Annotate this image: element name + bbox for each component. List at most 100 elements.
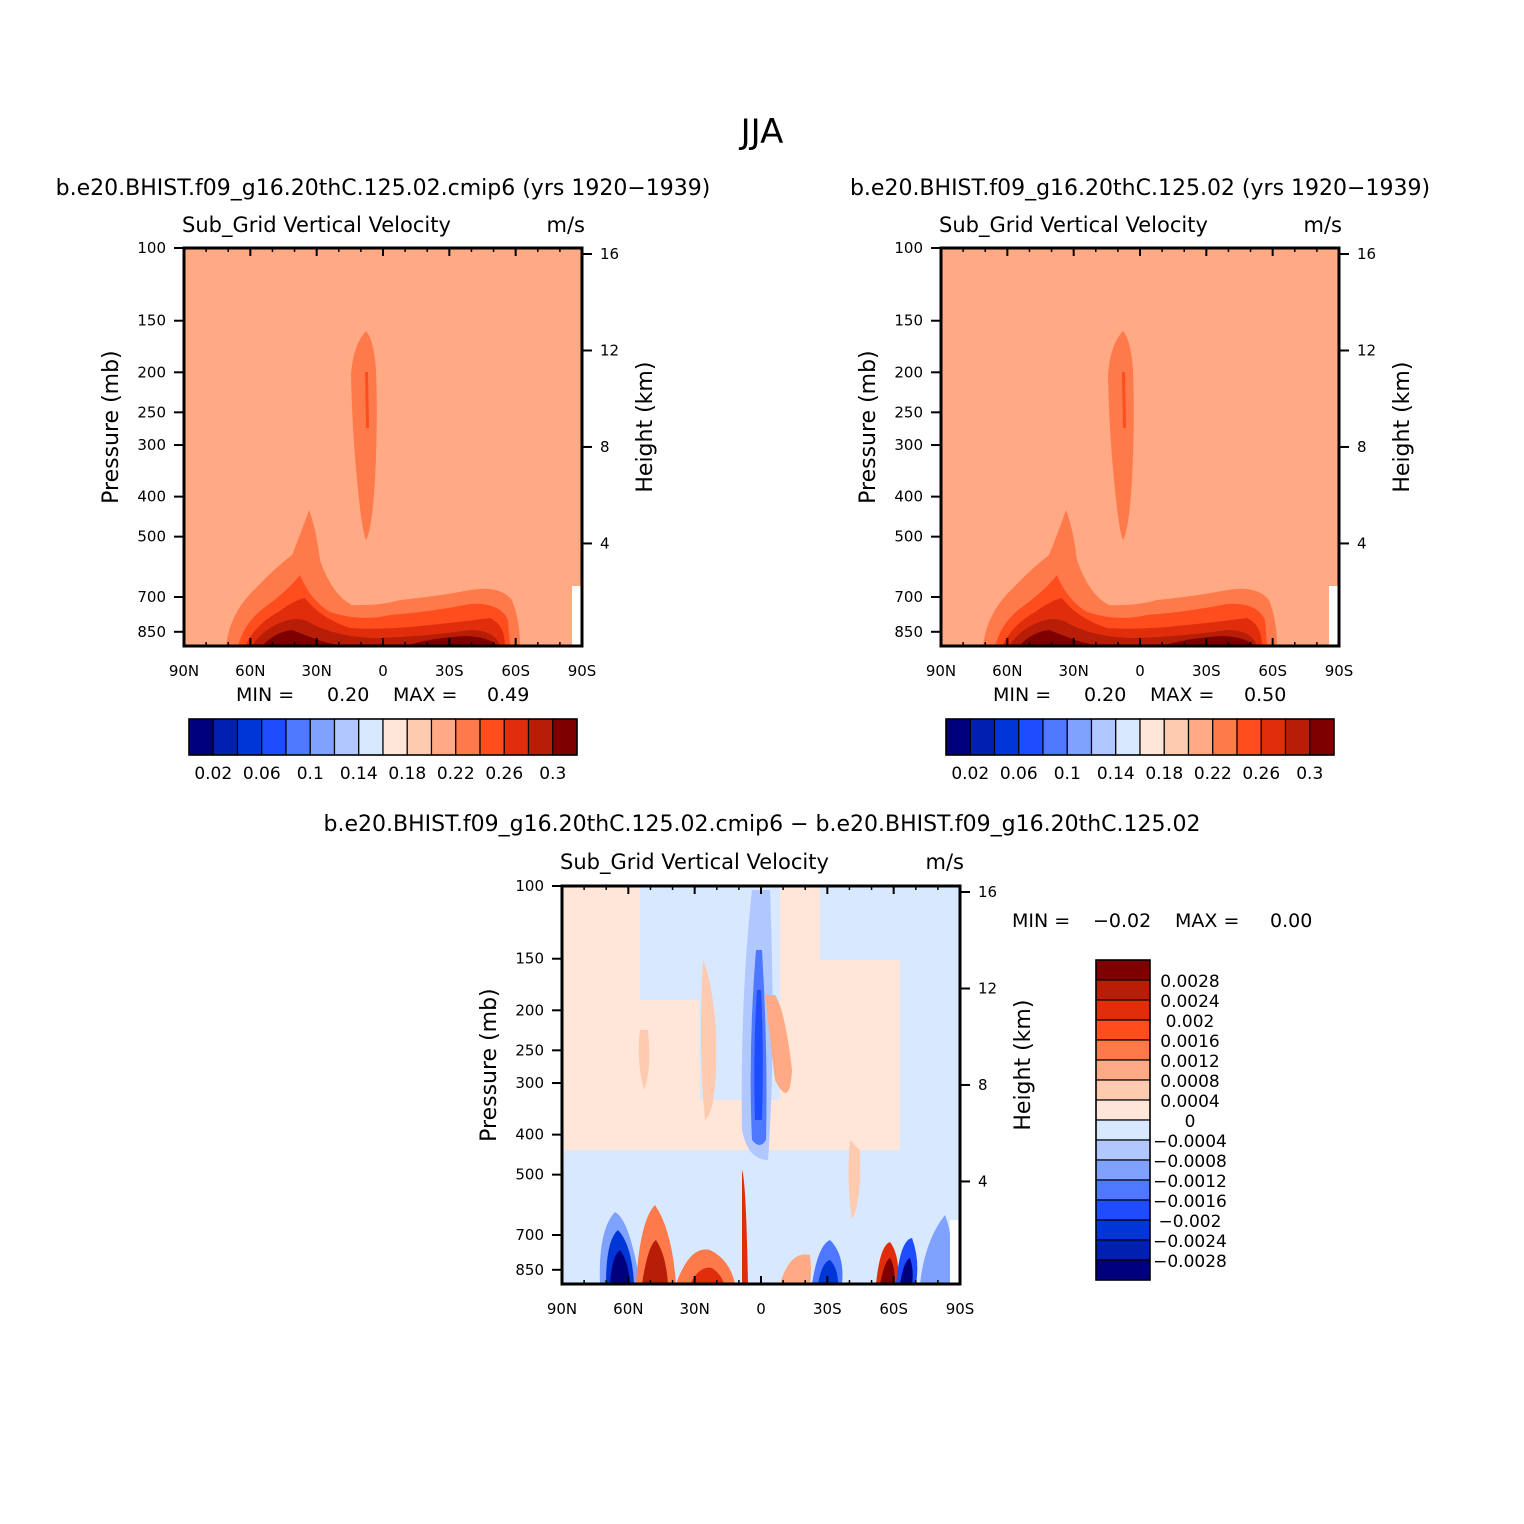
panel-right-colorbar-box <box>945 718 971 756</box>
panel-diff-pos-region <box>642 1240 668 1284</box>
panel-right-y-tick-label: 150 <box>894 312 923 330</box>
panel-right-colorbar-box <box>1187 718 1214 756</box>
panel-diff-y-right-tick-label: 12 <box>978 979 997 997</box>
panel-diff-y-tick-label: 300 <box>515 1074 544 1092</box>
panel-left-y-right-tick-label: 8 <box>600 438 610 456</box>
panel-right-y-tick-label: 400 <box>894 488 923 506</box>
panel-diff-x-tick-label: 30N <box>680 1300 710 1318</box>
panel-right-field-background <box>941 248 1339 646</box>
panel-left-colorbar-label: 0.26 <box>485 764 523 784</box>
panel-right-colorbar-box <box>1260 718 1287 756</box>
panel-right-y-tick-label: 850 <box>894 623 923 641</box>
panel-left-y-tick-label: 850 <box>137 623 166 641</box>
panel-right-colorbar-label: 0.26 <box>1242 764 1280 784</box>
panel-diff-colorbar-box <box>1095 1019 1151 1041</box>
panel-right-colorbar-box <box>1212 718 1238 756</box>
panel-left-y-tick-label: 200 <box>137 363 166 381</box>
panel-diff-colorbar-label: 0 <box>1185 1112 1196 1132</box>
panel-diff-neg-region <box>900 1258 913 1284</box>
panel-diff-y-right-tick-label: 4 <box>978 1172 988 1190</box>
panel-diff-pos-region <box>742 1170 748 1284</box>
panel-left-colorbar-box <box>188 718 214 756</box>
panel-left-y-tick-label: 700 <box>137 588 166 606</box>
panel-diff-pos-region <box>638 1030 650 1090</box>
panel-left-y-tick-label: 100 <box>137 239 166 257</box>
panel-diff-subtitle: b.e20.BHIST.f09_g16.20thC.125.02.cmip6 −… <box>324 812 1201 837</box>
panel-right-colorbar-box <box>1115 718 1141 756</box>
panel-left-colorbar-box <box>406 718 433 756</box>
panel-left-y-right-axis-title: Height (km) <box>633 362 658 493</box>
panel-right-colorbar-label: 0.02 <box>951 764 989 784</box>
panel-right-colorbar-box <box>1042 718 1068 756</box>
panel-right-x-tick-label: 90N <box>926 662 956 680</box>
panel-right-colorbar-box <box>1018 718 1044 756</box>
panel-left-min-value: 0.20 <box>327 684 369 706</box>
panel-left-colorbar-label: 0.02 <box>194 764 232 784</box>
panel-right-colorbar-box <box>1309 718 1335 756</box>
panel-diff-colorbar: 0.00280.00240.0020.00160.00120.00080.000… <box>1095 959 1227 1281</box>
panel-left-colorbar-label: 0.06 <box>243 764 281 784</box>
panel-diff-axes: 90N 60N 30N 0 30S 60S 90S 100 150 200 250 300 400 500… <box>477 877 1036 1318</box>
panel-right-units: m/s <box>1304 213 1342 237</box>
panel-right-x-tick-label: 30N <box>1059 662 1089 680</box>
panel-right-min-value: 0.20 <box>1084 684 1126 706</box>
panel-left-y-tick-label: 150 <box>137 312 166 330</box>
panel-right-colorbar-box <box>1163 718 1190 756</box>
panel-diff-y-tick-label: 200 <box>515 1001 544 1019</box>
panel-right-variable: Sub_Grid Vertical Velocity <box>939 213 1208 238</box>
panel-diff-colorbar-box <box>1095 1139 1151 1161</box>
panel-diff-y-right-axis-title: Height (km) <box>1011 1000 1036 1131</box>
panel-right-plume-core <box>1122 372 1126 428</box>
panel-left-upper-plume <box>351 331 377 540</box>
panel-right-colorbar-label: 0.18 <box>1145 764 1183 784</box>
panel-right-colorbar-box <box>1090 718 1117 756</box>
panel-left-colorbar-box <box>430 718 457 756</box>
panel-right-y-tick-label: 700 <box>894 588 923 606</box>
panel-left-colorbar-box <box>527 718 554 756</box>
panel-diff-colorbar-frame <box>1095 959 1151 1281</box>
panel-diff-field <box>562 886 960 1284</box>
panel-left-max-value: 0.49 <box>487 684 529 706</box>
panel-left-colorbar-frame <box>188 718 578 756</box>
panel-left-boundary-layer-5 <box>262 630 497 646</box>
panel-left-min-label: MIN = <box>236 684 294 706</box>
panel-left-x-tick-label: 60N <box>235 662 265 680</box>
panel-right-y-tick-label: 300 <box>894 436 923 454</box>
panel-diff-variable: Sub_Grid Vertical Velocity <box>560 850 829 875</box>
panel-diff-colorbar-box <box>1095 959 1151 981</box>
panel-diff-colorbar-label: 0.0028 <box>1160 972 1219 992</box>
panel-diff-x-tick-label: 0 <box>756 1300 766 1318</box>
panel-right-colorbar-frame <box>945 718 1335 756</box>
panel-diff-max-label: MAX = <box>1175 910 1239 932</box>
panel-diff-units: m/s <box>926 850 964 874</box>
panel-diff-pos-region <box>690 1267 724 1284</box>
panel-right-x-tick-label: 30S <box>1192 662 1221 680</box>
panel-right-subtitle: b.e20.BHIST.f09_g16.20thC.125.02 (yrs 19… <box>850 176 1430 201</box>
panel-right-max-label: MAX = <box>1150 684 1214 706</box>
panel-diff-colorbar-box <box>1095 1239 1151 1261</box>
panel-left-variable: Sub_Grid Vertical Velocity <box>182 213 451 238</box>
panel-diff-min-value: −0.02 <box>1093 910 1151 932</box>
panel-left-colorbar-label: 0.14 <box>340 764 378 784</box>
panel-right-y-tick-label: 250 <box>894 403 923 421</box>
panel-diff-x-tick-label: 30S <box>813 1300 842 1318</box>
panel-left-y-right-tick-label: 12 <box>600 341 619 359</box>
panel-left-x-tick-label: 60S <box>501 662 530 680</box>
panel-left-y-tick-label: 400 <box>137 488 166 506</box>
panel-diff-colorbar-box <box>1095 1039 1151 1061</box>
panel-diff-y-tick-label: 100 <box>515 877 544 895</box>
panel-diff-colorbar-box <box>1095 979 1151 1001</box>
panel-left-colorbar-box <box>358 718 384 756</box>
panel-right-y-tick-label: 100 <box>894 239 923 257</box>
panel-diff-colorbar-box <box>1095 1219 1151 1241</box>
panel-right-y-right-tick-label: 16 <box>1357 245 1376 263</box>
panel-diff-colorbar-label: −0.002 <box>1159 1212 1222 1232</box>
panel-left-colorbar-box <box>503 718 530 756</box>
panel-right-y-right-tick-label: 4 <box>1357 534 1367 552</box>
panel-diff-colorbar-label: −0.0016 <box>1153 1192 1227 1212</box>
panel-diff-colorbar-label: −0.0008 <box>1153 1152 1227 1172</box>
panel-right: b.e20.BHIST.f09_g16.20thC.125.02 (yrs 19… <box>850 176 1430 784</box>
panel-left-x-tick-label: 30S <box>435 662 464 680</box>
panel-diff: b.e20.BHIST.f09_g16.20thC.125.02.cmip6 −… <box>324 812 1313 1318</box>
